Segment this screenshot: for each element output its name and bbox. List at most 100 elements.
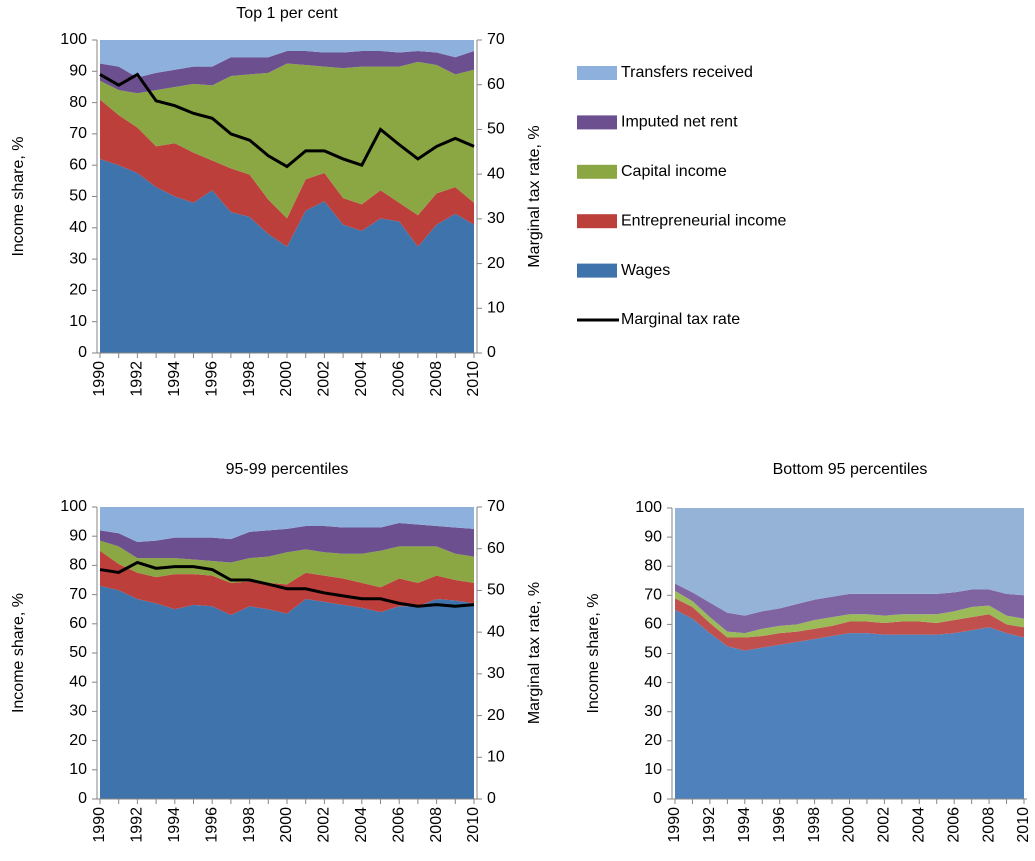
y-tick-label: 40: [644, 674, 662, 691]
y-tick-label: 50: [644, 645, 662, 662]
y2-tick-label: 70: [487, 31, 505, 48]
y2-tick-label: 20: [487, 707, 505, 724]
y-tick-label: 30: [644, 703, 662, 720]
y-axis-label: Income share, %: [585, 593, 602, 713]
y-tick-label: 10: [69, 761, 87, 778]
x-tick-label: 2004: [353, 807, 370, 843]
x-tick-label: 1998: [241, 807, 258, 843]
y-tick-label: 70: [69, 125, 87, 142]
x-tick-label: 1998: [806, 807, 823, 843]
y2-tick-label: 30: [487, 665, 505, 682]
x-tick-label: 1992: [129, 807, 146, 843]
x-tick-label: 1996: [203, 807, 220, 843]
chart-title: 95-99 percentiles: [226, 461, 349, 478]
legend-swatch: [577, 214, 617, 229]
y2-tick-label: 10: [487, 300, 505, 317]
area: [100, 158, 474, 353]
y-tick-label: 0: [78, 790, 87, 807]
y-tick-label: 10: [644, 761, 662, 778]
x-tick-label: 2002: [316, 361, 333, 397]
y-tick-label: 90: [69, 63, 87, 80]
y-tick-label: 0: [653, 790, 662, 807]
tax-line: [99, 72, 475, 169]
y2-axis-label: Marginal tax rate, %: [526, 125, 543, 267]
legend-swatch: [577, 263, 617, 278]
x-tick-label: 2000: [278, 807, 295, 843]
area: [675, 609, 1024, 799]
area: [100, 585, 474, 799]
y-tick-label: 90: [644, 528, 662, 545]
y-tick-label: 60: [69, 156, 87, 173]
legend-swatch: [577, 66, 617, 80]
y-tick-label: 80: [69, 94, 87, 111]
y-axis-label: Income share, %: [10, 136, 27, 256]
y-tick-label: 90: [69, 527, 87, 544]
x-tick-label: 2010: [1015, 807, 1032, 843]
y-tick-label: 80: [69, 557, 87, 574]
x-tick-label: 2000: [841, 807, 858, 843]
y2-tick-label: 40: [487, 623, 505, 640]
tax-line: [99, 560, 475, 608]
area: [100, 99, 474, 247]
x-tick-label: 2010: [465, 361, 482, 397]
x-tick-label: 2006: [945, 807, 962, 843]
y-tick-label: 50: [69, 644, 87, 661]
x-tick-label: 1994: [166, 361, 183, 397]
y2-tick-label: 50: [487, 582, 505, 599]
y2-tick-label: 20: [487, 255, 505, 272]
y-axis-label: Income share, %: [10, 593, 27, 713]
area: [100, 61, 474, 219]
y2-tick-label: 70: [487, 498, 505, 515]
y-tick-label: 50: [69, 188, 87, 205]
y-tick-label: 0: [78, 344, 87, 361]
y-tick-label: 70: [69, 586, 87, 603]
y2-tick-label: 30: [487, 210, 505, 227]
y2-tick-label: 60: [487, 540, 505, 557]
y-tick-label: 100: [60, 31, 87, 48]
area: [675, 598, 1024, 651]
area: [100, 540, 474, 588]
x-tick-label: 1992: [701, 807, 718, 843]
x-tick-label: 1994: [736, 807, 753, 843]
legend-swatch: [577, 115, 617, 130]
x-tick-label: 1998: [241, 361, 258, 397]
y2-tick-label: 0: [487, 344, 496, 361]
y-tick-label: 60: [644, 616, 662, 633]
legend-label: Wages: [621, 262, 670, 279]
x-tick-label: 2002: [876, 807, 893, 843]
x-tick-label: 1992: [129, 361, 146, 397]
x-tick-label: 1994: [166, 807, 183, 843]
legend-label: Marginal tax rate: [621, 311, 740, 328]
area: [100, 40, 474, 78]
chart-title: Top 1 per cent: [236, 5, 338, 22]
y-tick-label: 10: [69, 313, 87, 330]
legend-label: Capital income: [621, 163, 727, 180]
x-tick-label: 2000: [278, 361, 295, 397]
x-tick-label: 1990: [666, 807, 683, 843]
y2-tick-label: 50: [487, 121, 505, 138]
x-tick-label: 1990: [91, 361, 108, 397]
y-tick-label: 30: [69, 250, 87, 267]
y-tick-label: 40: [69, 673, 87, 690]
legend-swatch: [577, 164, 617, 179]
x-tick-label: 2006: [390, 807, 407, 843]
x-tick-label: 2004: [911, 807, 928, 843]
y2-tick-label: 10: [487, 749, 505, 766]
x-tick-label: 2008: [428, 807, 445, 843]
y-tick-label: 70: [644, 587, 662, 604]
y-tick-label: 100: [635, 499, 662, 516]
area: [675, 508, 1024, 616]
y2-axis-label: Marginal tax rate, %: [526, 582, 543, 724]
x-tick-label: 2002: [316, 807, 333, 843]
y-tick-label: 20: [69, 282, 87, 299]
area: [100, 523, 474, 563]
y-tick-label: 80: [644, 557, 662, 574]
legend-label: Imputed net rent: [621, 114, 738, 131]
x-tick-label: 1990: [91, 807, 108, 843]
x-tick-label: 2008: [980, 807, 997, 843]
y-tick-label: 30: [69, 703, 87, 720]
chart-title: Bottom 95 percentiles: [773, 461, 928, 478]
x-tick-label: 1996: [771, 807, 788, 843]
x-tick-label: 2004: [353, 361, 370, 397]
legend-label: Transfers received: [621, 64, 753, 81]
